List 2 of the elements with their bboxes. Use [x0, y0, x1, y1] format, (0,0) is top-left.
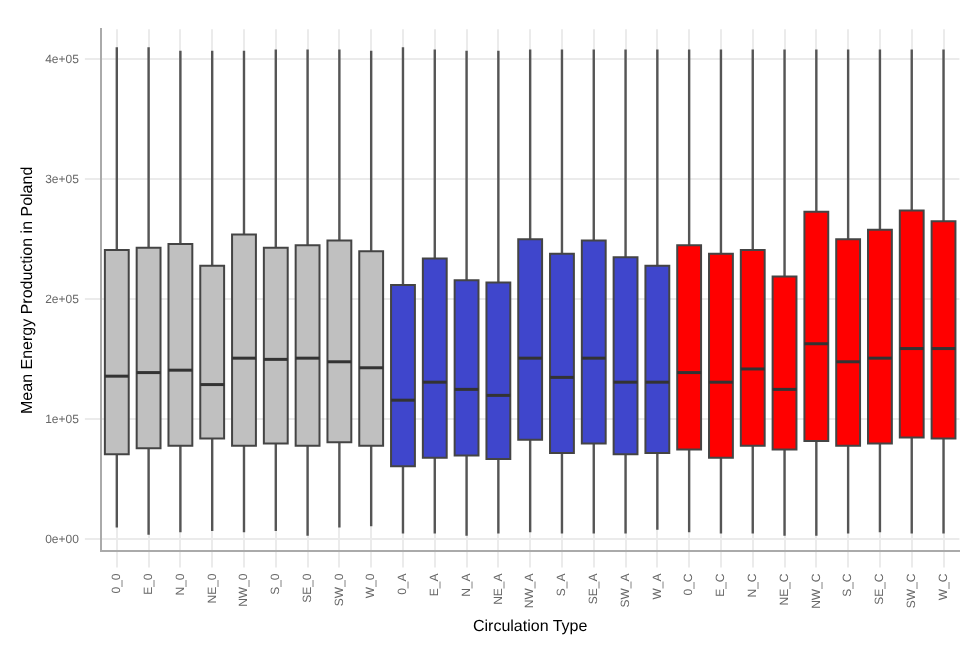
x-axis-title: Circulation Type — [472, 616, 589, 635]
y-axis-title: Mean Energy Production in Poland — [18, 166, 37, 414]
